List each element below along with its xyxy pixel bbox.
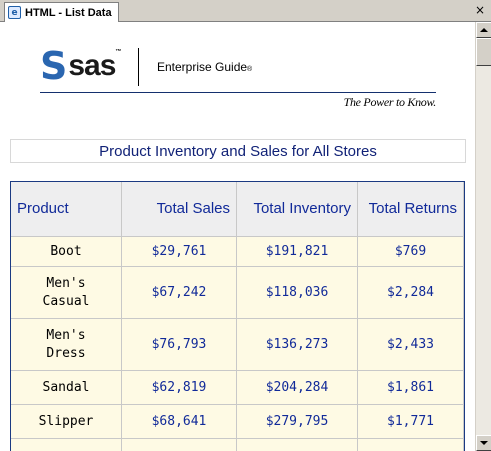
- scroll-up-button[interactable]: [476, 22, 491, 38]
- cell-total-returns: $2,284: [358, 267, 464, 319]
- cell-product: Men's Casual: [11, 267, 122, 319]
- column-header-product[interactable]: Product: [11, 182, 122, 237]
- report-title: Product Inventory and Sales for All Stor…: [10, 139, 466, 163]
- logo-divider: [138, 48, 139, 86]
- cell-total-returns: $1,771: [358, 405, 464, 439]
- internet-explorer-icon: e: [8, 6, 21, 19]
- sas-wordmark: sas™: [68, 49, 121, 82]
- cell-total-inventory: $204,284: [237, 371, 358, 405]
- scroll-thumb[interactable]: [476, 38, 491, 66]
- sas-logo-header: S sas™ Enterprise Guide® The Power to Kn…: [40, 46, 436, 116]
- cell-total-inventory: $136,273: [237, 319, 358, 371]
- scroll-down-button[interactable]: [476, 435, 491, 451]
- cell-total-sales: [122, 439, 237, 451]
- table-row: Boot $29,761 $191,821 $769: [11, 237, 464, 267]
- tab-html-list-data[interactable]: e HTML - List Data: [4, 2, 119, 22]
- table-row: [11, 439, 464, 451]
- cell-total-inventory: $191,821: [237, 237, 358, 267]
- table-row: Slipper $68,641 $279,795 $1,771: [11, 405, 464, 439]
- arrow-down-icon: [480, 441, 488, 445]
- cell-total-sales: $29,761: [122, 237, 237, 267]
- tab-bar: e HTML - List Data ×: [0, 0, 491, 22]
- product-name: Enterprise Guide®: [157, 60, 253, 74]
- cell-product: Boot: [11, 237, 122, 267]
- cell-total-sales: $67,242: [122, 267, 237, 319]
- table-row: Sandal $62,819 $204,284 $1,861: [11, 371, 464, 405]
- cell-total-returns: $769: [358, 237, 464, 267]
- cell-total-sales: $76,793: [122, 319, 237, 371]
- tagline: The Power to Know.: [343, 95, 437, 109]
- column-header-total-inventory[interactable]: Total Inventory: [237, 182, 358, 237]
- cell-total-returns: $1,861: [358, 371, 464, 405]
- logo-rule: [40, 92, 436, 93]
- cell-total-inventory: $279,795: [237, 405, 358, 439]
- data-table: Product Total Sales Total Inventory Tota…: [11, 182, 464, 451]
- cell-product: [11, 439, 122, 451]
- data-table-container: Product Total Sales Total Inventory Tota…: [10, 181, 465, 451]
- sas-swoosh-icon: S: [40, 44, 68, 88]
- table-header-row: Product Total Sales Total Inventory Tota…: [11, 182, 464, 237]
- report-viewport: S sas™ Enterprise Guide® The Power to Kn…: [0, 22, 475, 451]
- arrow-up-icon: [480, 28, 488, 32]
- cell-product: Sandal: [11, 371, 122, 405]
- cell-total-sales: $62,819: [122, 371, 237, 405]
- sas-logo: S sas™: [40, 44, 121, 88]
- cell-total-sales: $68,641: [122, 405, 237, 439]
- close-icon[interactable]: ×: [474, 3, 485, 17]
- cell-total-returns: $2,433: [358, 319, 464, 371]
- tab-label: HTML - List Data: [25, 6, 112, 19]
- vertical-scrollbar[interactable]: [475, 22, 491, 451]
- table-row: Men's Dress $76,793 $136,273 $2,433: [11, 319, 464, 371]
- column-header-total-sales[interactable]: Total Sales: [122, 182, 237, 237]
- column-header-total-returns[interactable]: Total Returns: [358, 182, 464, 237]
- cell-product: Slipper: [11, 405, 122, 439]
- cell-product: Men's Dress: [11, 319, 122, 371]
- cell-total-inventory: $118,036: [237, 267, 358, 319]
- cell-total-inventory: [237, 439, 358, 451]
- table-row: Men's Casual $67,242 $118,036 $2,284: [11, 267, 464, 319]
- cell-total-returns: [358, 439, 464, 451]
